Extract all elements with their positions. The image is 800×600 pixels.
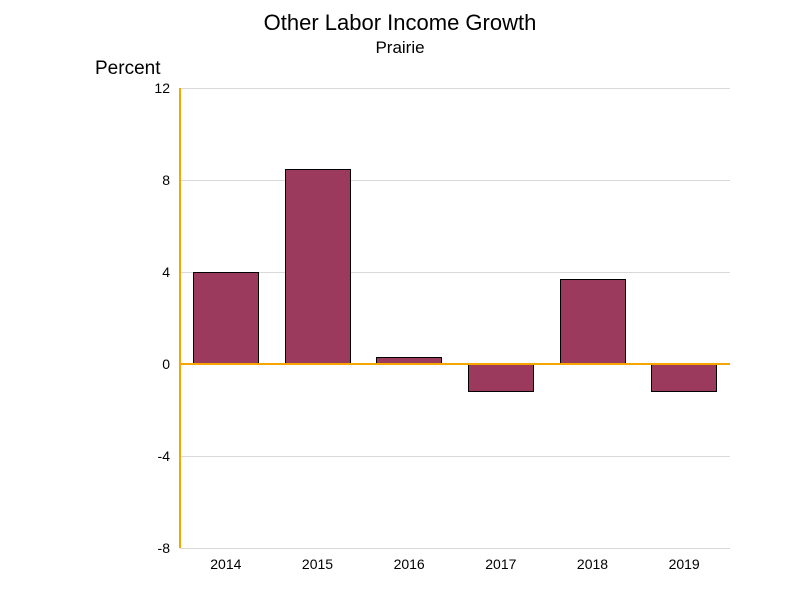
y-tick-label: 4	[162, 264, 180, 280]
y-tick-label: 12	[154, 80, 180, 96]
y-tick-label: -4	[158, 448, 180, 464]
bar	[285, 169, 351, 365]
plot-area: -8-404812201420152016201720182019	[180, 88, 730, 548]
x-tick-label: 2018	[577, 548, 608, 572]
x-tick-label: 2019	[669, 548, 700, 572]
bar	[468, 364, 534, 392]
chart-title: Other Labor Income Growth	[0, 10, 800, 36]
y-tick-label: 0	[162, 356, 180, 372]
y-tick-label: -8	[158, 540, 180, 556]
x-tick-label: 2017	[485, 548, 516, 572]
gridline	[180, 180, 730, 181]
y-tick-label: 8	[162, 172, 180, 188]
y-axis-line	[179, 88, 181, 548]
x-tick-label: 2015	[302, 548, 333, 572]
y-axis-label: Percent	[95, 58, 160, 80]
gridline	[180, 456, 730, 457]
chart-container: Other Labor Income Growth Prairie Percen…	[0, 0, 800, 600]
bar	[651, 364, 717, 392]
gridline	[180, 272, 730, 273]
gridline	[180, 88, 730, 89]
chart-subtitle: Prairie	[0, 38, 800, 58]
bar	[193, 272, 259, 364]
x-tick-label: 2016	[394, 548, 425, 572]
gridline	[180, 548, 730, 549]
zero-line	[180, 363, 730, 365]
bar	[560, 279, 626, 364]
x-tick-label: 2014	[210, 548, 241, 572]
